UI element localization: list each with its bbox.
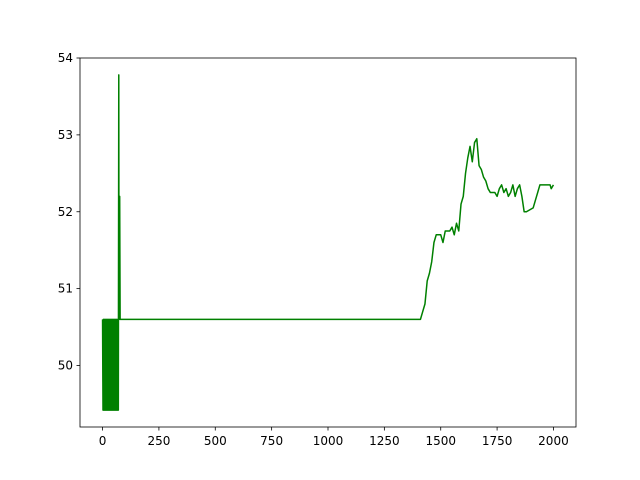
y-tick-label: 52 xyxy=(58,205,73,219)
line-series xyxy=(101,74,555,411)
x-tick-label: 250 xyxy=(147,434,170,448)
x-tick-label: 1250 xyxy=(369,434,400,448)
x-tick-label: 0 xyxy=(99,434,107,448)
x-tick-label: 750 xyxy=(260,434,283,448)
x-tick-label: 1000 xyxy=(313,434,344,448)
y-tick-label: 54 xyxy=(58,51,73,65)
y-tick-label: 50 xyxy=(58,359,73,373)
x-tick-label: 1750 xyxy=(482,434,513,448)
x-tick-label: 2000 xyxy=(538,434,569,448)
x-tick-label: 500 xyxy=(204,434,227,448)
y-tick-label: 53 xyxy=(58,128,73,142)
y-tick-label: 51 xyxy=(58,282,73,296)
x-tick-label: 1500 xyxy=(425,434,456,448)
